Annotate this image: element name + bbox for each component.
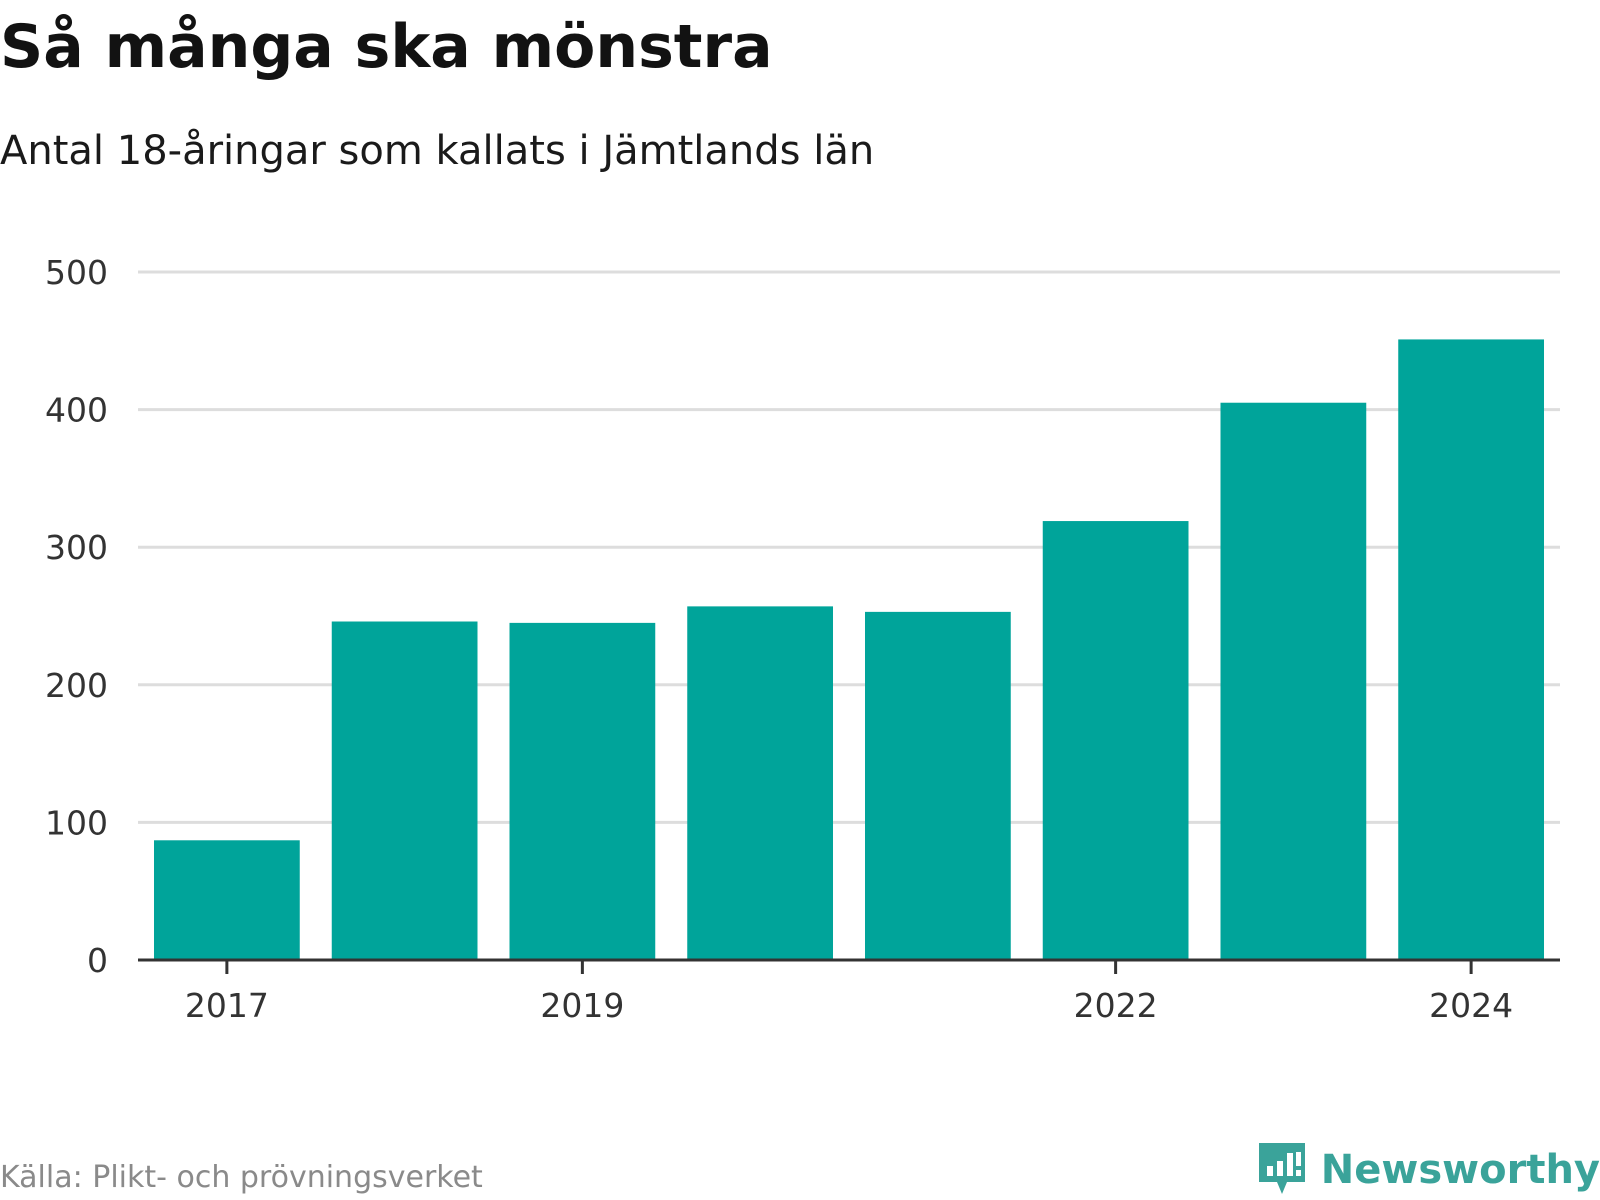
x-tick-label: 2019 <box>540 986 624 1025</box>
y-tick-label: 300 <box>45 528 108 567</box>
x-tick-label: 2017 <box>185 986 269 1025</box>
chart-subtitle: Antal 18-åringar som kallats i Jämtlands… <box>0 128 875 174</box>
y-tick-label: 200 <box>45 666 108 705</box>
bar-2020 <box>687 606 834 960</box>
y-tick-label: 400 <box>45 391 108 430</box>
x-tick-label: 2024 <box>1429 986 1513 1025</box>
brand-name: Newsworthy <box>1320 1147 1600 1193</box>
bar-2024 <box>1398 339 1545 960</box>
bar-2023 <box>1220 402 1367 961</box>
bar-chart: 0 100 200 300 400 500 2017 2019 2022 2024 <box>45 253 1560 1025</box>
bar-2021 <box>864 611 1011 960</box>
bar-chart-speech-bubble-icon <box>1257 1140 1307 1200</box>
bar-2017 <box>153 840 300 960</box>
y-tick-label: 100 <box>45 803 108 842</box>
source-note: Källa: Plikt- och prövningsverket <box>0 1160 483 1195</box>
chart-title: Så många ska mönstra <box>0 12 773 82</box>
bar-2019 <box>509 622 656 960</box>
x-tick-label: 2022 <box>1074 986 1158 1025</box>
x-axis-ticks: 2017 2019 2022 2024 <box>185 960 1513 1025</box>
y-tick-label: 500 <box>45 253 108 292</box>
y-tick-label: 0 <box>87 941 108 980</box>
bar-2022 <box>1042 521 1189 960</box>
bar-2018 <box>331 621 478 960</box>
y-axis-ticks: 0 100 200 300 400 500 <box>45 253 108 980</box>
brand-logo: Newsworthy <box>1257 1140 1600 1200</box>
bars <box>153 339 1545 961</box>
